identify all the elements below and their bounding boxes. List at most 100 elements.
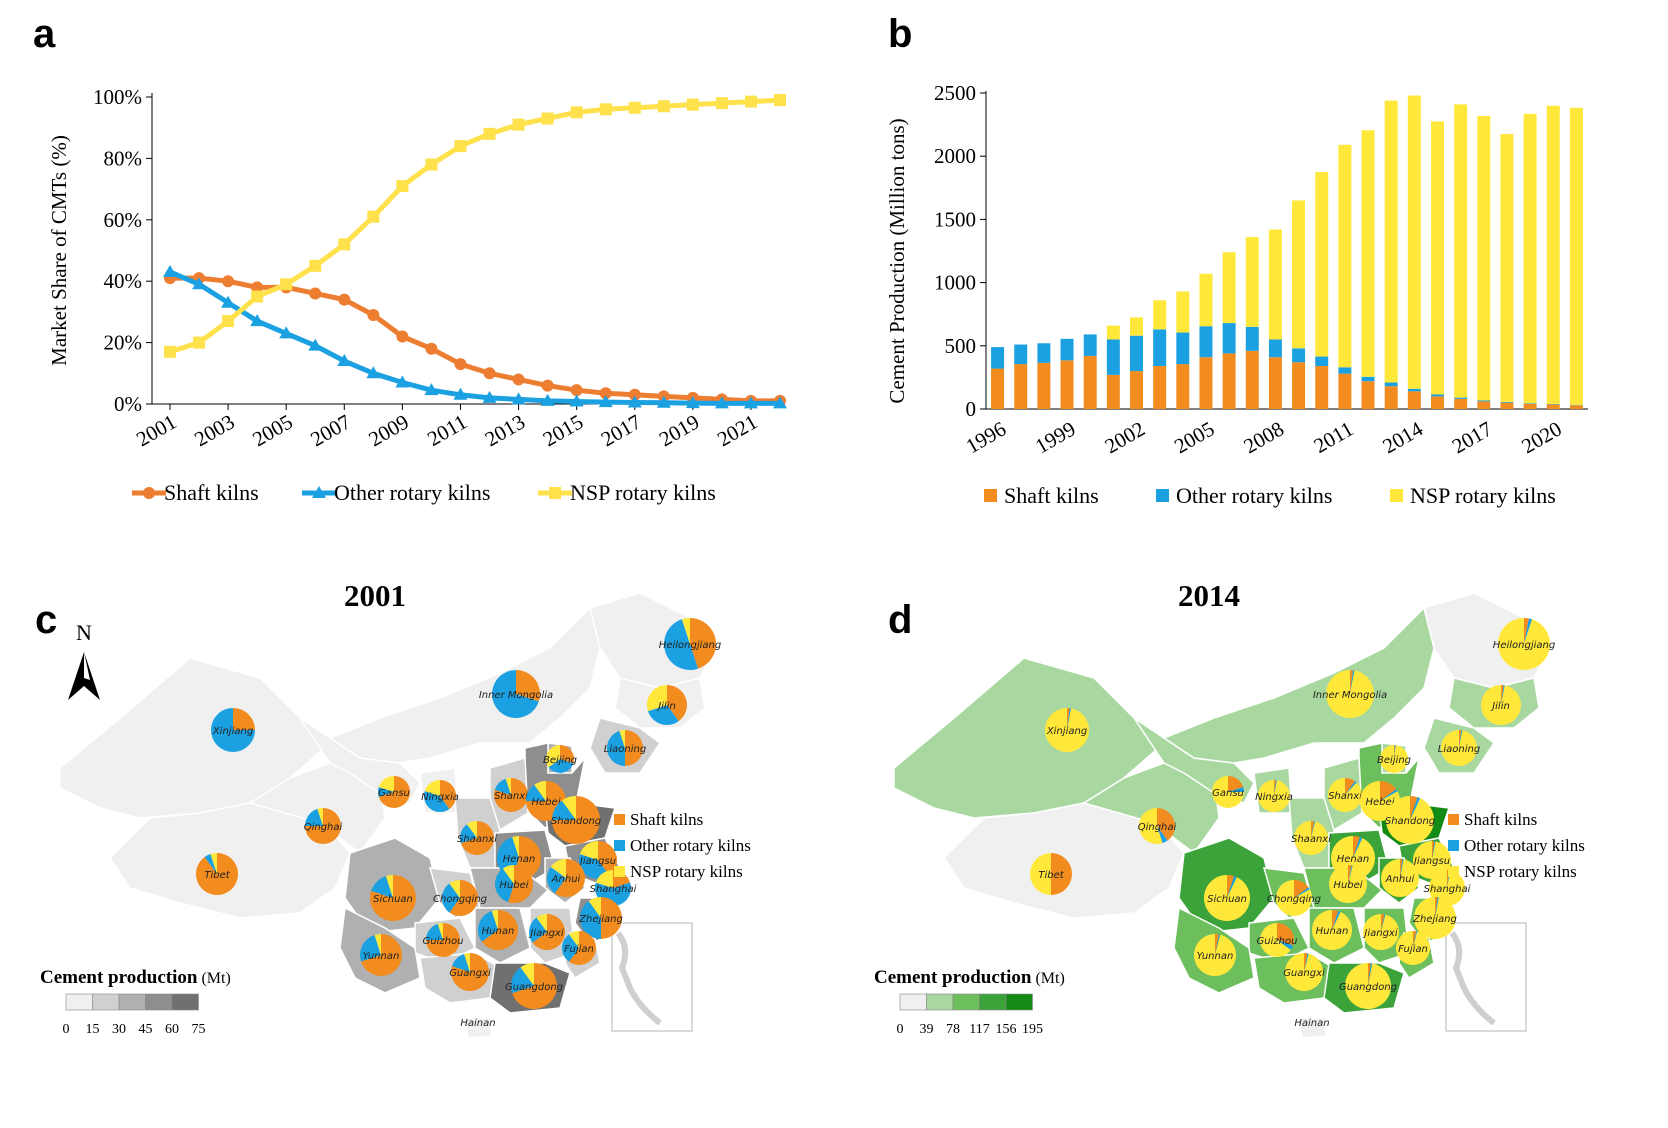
legend-tick-label: 30 <box>112 1022 126 1037</box>
data-point <box>483 367 496 380</box>
data-point <box>715 97 728 110</box>
pie-slice <box>569 931 579 948</box>
data-point <box>599 387 612 400</box>
data-point <box>425 158 438 171</box>
bar-2002-s1 <box>1130 335 1143 372</box>
legend-tick-label: 78 <box>946 1022 960 1037</box>
pie-slice <box>1258 780 1290 812</box>
legend-color-bin <box>145 993 173 1011</box>
legend-label: NSP rotary kilns <box>1410 483 1556 508</box>
pie-slice <box>1380 859 1419 897</box>
bar-1998-s0 <box>1037 362 1051 409</box>
data-point <box>453 387 468 400</box>
north-label: N <box>76 620 92 645</box>
bar-2000-s0 <box>1083 355 1097 409</box>
province-label: Beijing <box>543 755 577 766</box>
pie-slice <box>580 901 601 939</box>
pie-slice <box>378 776 394 792</box>
bar-2010-s2 <box>1315 172 1329 357</box>
legend-label: Other rotary kilns <box>1176 483 1332 508</box>
province-label: Heilongjiang <box>659 640 721 651</box>
data-point <box>483 127 496 140</box>
pie-slice <box>690 618 716 669</box>
data-point <box>512 373 525 386</box>
province-label: Yunnan <box>363 951 400 962</box>
pie-slice <box>1524 618 1533 644</box>
pie-slice <box>502 865 514 884</box>
x-tick-label: 2020 <box>1517 417 1565 459</box>
data-point <box>366 366 381 379</box>
pie-slice <box>1353 836 1360 858</box>
pie-slice <box>495 868 514 903</box>
pie-slice <box>359 935 381 962</box>
bar-1996-s0 <box>991 368 1005 409</box>
data-point <box>192 277 207 290</box>
pie-slice <box>1274 780 1277 796</box>
x-tick-label: 2002 <box>1101 417 1149 459</box>
legend-marker <box>143 487 155 499</box>
pie-slice <box>491 910 498 930</box>
y-tick-label: 20% <box>104 331 143 355</box>
data-point <box>714 396 729 409</box>
pie-slice <box>606 730 625 766</box>
pie-legend-swatch <box>1448 840 1459 851</box>
pie-slice <box>1498 618 1550 670</box>
pie-slice <box>536 914 547 932</box>
bar-2017-s1 <box>1477 400 1491 402</box>
pie-slice <box>1294 821 1328 855</box>
pie-slice <box>625 730 643 766</box>
legend-label: NSP rotary kilns <box>570 480 716 505</box>
bar-chart-cement-production: 0 500 1000 1500 2000 2500 1996 1999 2002 2005 2008… <box>885 81 1588 508</box>
pie-legend-swatch <box>1448 866 1459 877</box>
province-label: Tibet <box>1038 870 1064 881</box>
pie-legend-label: Other rotary kilns <box>630 836 751 855</box>
pie-slice <box>371 876 393 898</box>
legend-swatch <box>1390 489 1403 502</box>
pie-slice <box>1157 808 1175 841</box>
data-point <box>569 394 584 407</box>
bar-2015-s2 <box>1431 121 1444 395</box>
data-point <box>482 390 497 403</box>
x-tick-label: 2015 <box>539 410 587 452</box>
province-label: Jiangxi <box>1362 928 1397 939</box>
bar-2009-s2 <box>1292 200 1306 349</box>
pie-slice <box>1380 789 1398 801</box>
pie-slice <box>1030 853 1051 895</box>
legend-tick-label: 0 <box>897 1022 904 1037</box>
panel-label-b: b <box>888 12 913 56</box>
province-label: Hubei <box>1333 880 1362 891</box>
bar-2013-s0 <box>1384 386 1398 409</box>
pie-slice <box>1441 730 1477 766</box>
pie-slice <box>505 778 511 795</box>
bar-2009-s0 <box>1292 362 1306 409</box>
pie-slice <box>1274 780 1277 796</box>
pie-slice <box>478 910 498 942</box>
province-label: Shaanxi <box>457 834 497 845</box>
inset-islands <box>1449 931 1496 1026</box>
bar-2012-s2 <box>1361 130 1375 377</box>
x-tick-label: 2005 <box>248 410 296 452</box>
north-arrow-highlight <box>84 652 90 680</box>
pie-slice <box>1304 953 1309 972</box>
legend-tick-label: 117 <box>969 1022 989 1037</box>
pie-slice <box>595 870 613 888</box>
legend-tick-label: 15 <box>86 1022 100 1037</box>
pie-slice <box>1285 953 1324 991</box>
legend-marker <box>312 486 326 498</box>
data-point <box>628 388 641 401</box>
y-tick-label: 2000 <box>934 144 976 168</box>
x-tick-label: 2011 <box>1310 417 1358 458</box>
legend-title: Cement production (Mt) <box>874 967 1065 988</box>
y-axis-title: Market Share of CMTs (%) <box>47 135 71 366</box>
bar-2015-s1 <box>1431 394 1444 397</box>
pie-slice <box>508 865 533 903</box>
pie-slice <box>423 791 450 812</box>
region-inner-mongolia <box>1162 606 1435 764</box>
data-point <box>221 295 236 308</box>
province-label: Guangxi <box>1283 968 1325 979</box>
province-label: Inner Mongolia <box>1313 690 1387 701</box>
bar-2001-s1 <box>1106 339 1120 375</box>
x-tick-label: 2008 <box>1240 417 1288 459</box>
province-label: Shanghai <box>590 884 637 895</box>
province-label: Hainan <box>460 1018 495 1029</box>
